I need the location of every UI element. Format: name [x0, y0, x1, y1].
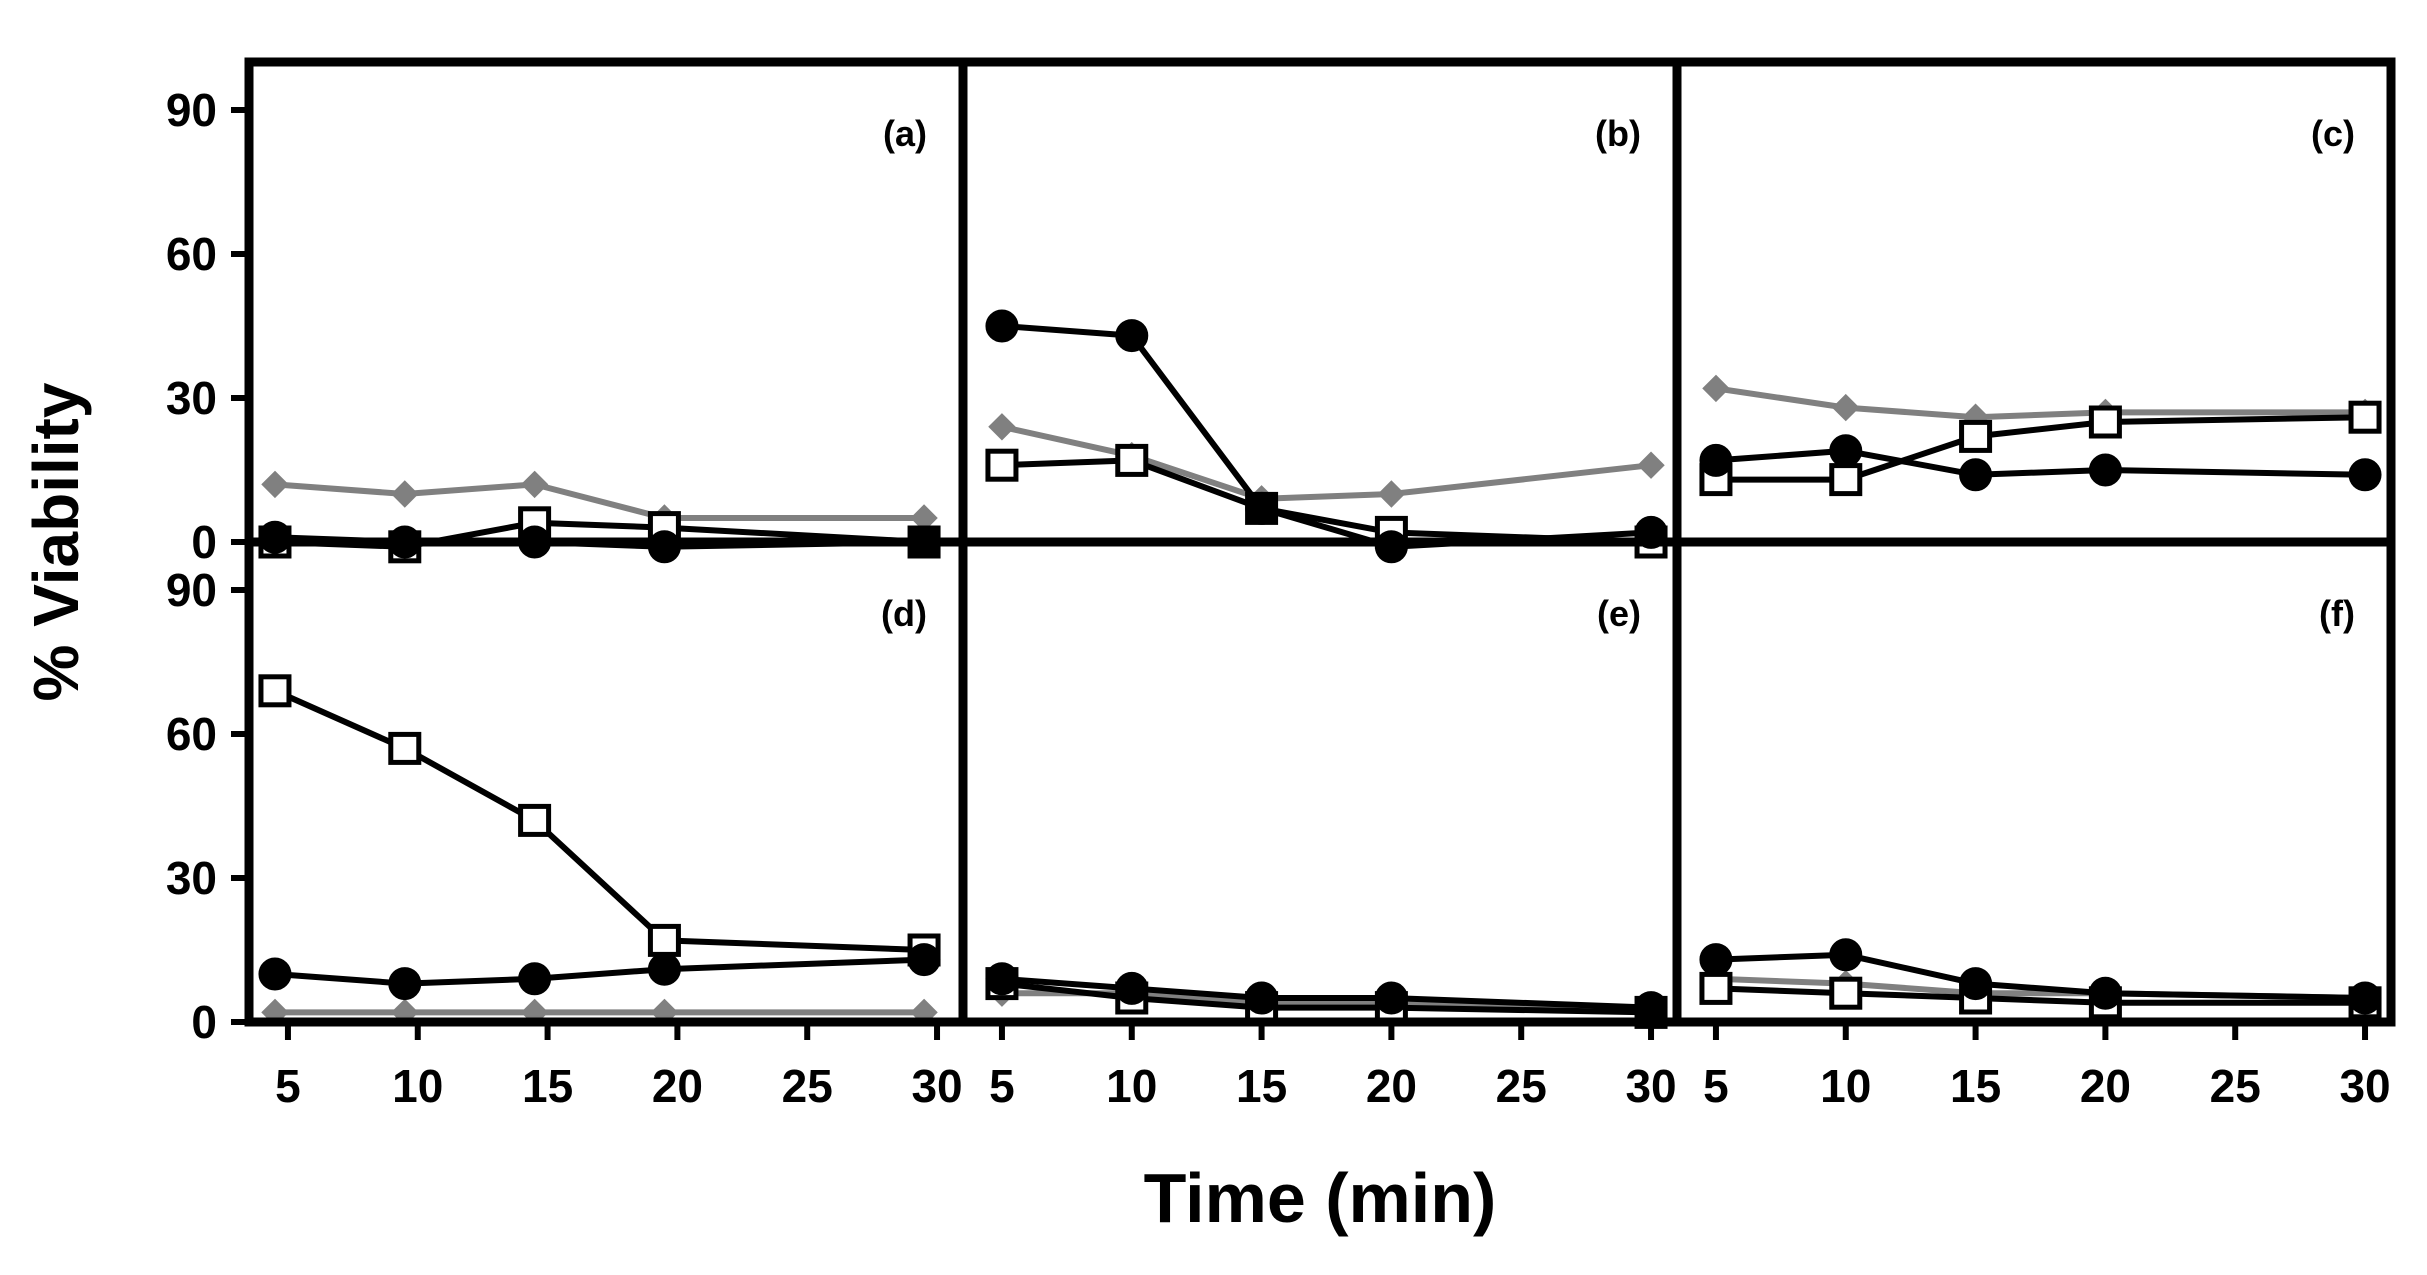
- x-tick-label: 30: [1625, 1060, 1676, 1112]
- point-filled_circle: [1829, 938, 1863, 972]
- y-tick-label: 30: [166, 372, 217, 424]
- point-open_square: [518, 803, 552, 837]
- point-filled_circle: [1699, 443, 1733, 477]
- point-filled_circle: [1245, 491, 1279, 525]
- point-filled_circle: [1959, 458, 1993, 492]
- point-open_square: [2088, 405, 2122, 439]
- y-tick-label: 60: [166, 708, 217, 760]
- y-tick-label: 90: [166, 84, 217, 136]
- point-open_square: [647, 923, 681, 957]
- y-tick-label: 30: [166, 852, 217, 904]
- point-filled_circle: [907, 943, 941, 977]
- point-gray_diamond: [1637, 451, 1665, 479]
- point-filled_circle: [647, 530, 681, 564]
- point-filled_circle: [985, 309, 1019, 343]
- series-line-filled_circle: [274, 956, 925, 987]
- series-line-open_square: [273, 688, 925, 953]
- panel-b: (b): [985, 113, 1668, 564]
- x-tick-label: 5: [275, 1060, 301, 1112]
- point-open_square: [2348, 400, 2382, 434]
- series-line-filled_circle: [1715, 447, 2366, 478]
- y-tick-label: 90: [166, 564, 217, 616]
- point-filled_circle: [1245, 981, 1279, 1015]
- panel-label: (f): [2319, 593, 2355, 634]
- point-filled_circle: [1959, 967, 1993, 1001]
- point-filled_circle: [2348, 458, 2382, 492]
- x-tick-label: 20: [1366, 1060, 1417, 1112]
- point-filled_circle: [1115, 319, 1149, 353]
- x-tick-label: 15: [1950, 1060, 2001, 1112]
- x-tick-label: 15: [1236, 1060, 1287, 1112]
- x-tick-label: 25: [782, 1060, 833, 1112]
- x-tick-label: 15: [522, 1060, 573, 1112]
- panel-frame: [244, 57, 2396, 1027]
- x-tick-label: 10: [1820, 1060, 1871, 1112]
- point-filled_circle: [518, 962, 552, 996]
- point-open_square: [388, 731, 422, 765]
- point-filled_circle: [1374, 981, 1408, 1015]
- point-gray_diamond: [520, 470, 549, 499]
- x-axis-title: Time (min): [1144, 1159, 1497, 1237]
- panel-label: (c): [2311, 113, 2355, 154]
- series-line-gray_diamond: [1715, 385, 2366, 421]
- point-filled_circle: [2088, 976, 2122, 1010]
- point-open_square: [258, 674, 292, 708]
- point-gray_diamond: [1832, 393, 1860, 422]
- y-tick-label: 60: [166, 228, 217, 280]
- x-tick-label: 5: [989, 1060, 1015, 1112]
- panel-f: (f): [1699, 593, 2382, 1020]
- point-filled_circle: [2348, 981, 2382, 1015]
- panel-label: (b): [1595, 113, 1641, 154]
- point-filled_circle: [1374, 530, 1408, 564]
- point-filled_circle: [258, 957, 292, 991]
- point-filled_circle: [985, 962, 1019, 996]
- x-tick-label: 25: [1496, 1060, 1547, 1112]
- point-open_square: [1959, 419, 1993, 453]
- x-tick-label: 20: [652, 1060, 703, 1112]
- x-tick-label: 10: [392, 1060, 443, 1112]
- panel-d: (d): [258, 593, 941, 1027]
- point-open_square: [1699, 971, 1733, 1005]
- x-axis: 5 10 15 20 25 30 5 10 15 20 25 30 5 10 15 20 25 30: [275, 1022, 2391, 1112]
- point-gray_diamond: [261, 470, 289, 499]
- x-tick-label: 30: [2339, 1060, 2390, 1112]
- point-filled_circle: [647, 952, 681, 986]
- panel-label: (e): [1597, 593, 1641, 634]
- panel-a: (a): [258, 113, 941, 564]
- point-gray_diamond: [1702, 374, 1730, 403]
- point-open_square: [985, 448, 1019, 482]
- point-open_square: [1115, 443, 1149, 477]
- series-line-gray_diamond: [274, 481, 925, 521]
- point-filled_circle: [1699, 943, 1733, 977]
- point-open_square: [1829, 976, 1863, 1010]
- x-tick-label: 20: [2080, 1060, 2131, 1112]
- point-gray_diamond: [391, 480, 419, 508]
- x-tick-label: 25: [2210, 1060, 2261, 1112]
- point-filled_circle: [388, 967, 422, 1001]
- panel-c: (c): [1699, 113, 2382, 497]
- point-open_square: [1829, 463, 1863, 497]
- series-line-filled_circle: [1001, 323, 1652, 550]
- x-tick-label: 5: [1703, 1060, 1729, 1112]
- y-axis-title: % Viability: [20, 382, 92, 701]
- x-tick-label: 30: [911, 1060, 962, 1112]
- y-tick-label: 0: [191, 996, 217, 1048]
- panel-e: (e): [985, 593, 1668, 1029]
- x-tick-label: 10: [1106, 1060, 1157, 1112]
- point-gray_diamond: [1377, 480, 1406, 508]
- point-filled_circle: [1829, 434, 1863, 468]
- panel-label: (a): [883, 113, 927, 154]
- panel-label: (d): [881, 593, 927, 634]
- point-filled_circle: [258, 520, 292, 554]
- y-tick-label: 0: [191, 516, 217, 568]
- point-filled_circle: [2088, 453, 2122, 487]
- panels: (a) (b) (c) (d) (e) (f): [258, 113, 2382, 1029]
- point-gray_diamond: [988, 413, 1016, 441]
- point-filled_circle: [1115, 971, 1149, 1005]
